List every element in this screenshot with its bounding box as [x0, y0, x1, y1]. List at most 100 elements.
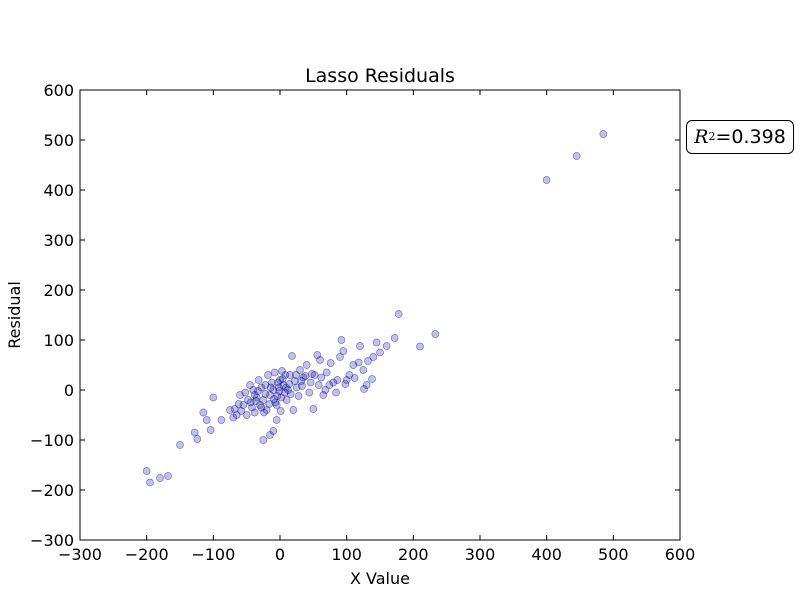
- scatter-point-84: [156, 474, 164, 482]
- scatter-point-45: [276, 376, 284, 384]
- y-tick-label-8: 500: [43, 131, 74, 150]
- scatter-point-8: [376, 348, 384, 357]
- scatter-point-91: [285, 380, 294, 388]
- scatter-point-2: [542, 176, 551, 184]
- scatter-point-6: [390, 334, 399, 342]
- scatter-point-68: [244, 396, 252, 404]
- x-tick-label-9: 600: [665, 545, 696, 564]
- scatter-point-100: [250, 391, 259, 399]
- scatter-point-25: [322, 368, 331, 377]
- scatter-point-38: [288, 352, 296, 360]
- scatter-point-48: [272, 416, 281, 424]
- scatter-point-1: [572, 152, 581, 160]
- scatter-point-11: [364, 357, 372, 365]
- scatter-point-127: [252, 397, 260, 405]
- scatter-point-53: [266, 391, 274, 399]
- x-tick-label-8: 500: [598, 545, 629, 564]
- scatter-point-10: [369, 353, 378, 361]
- scatter-point-110: [350, 374, 359, 382]
- y-tick-label-6: 300: [43, 231, 74, 250]
- scatter-point-54: [266, 431, 274, 439]
- scatter-point-119: [273, 392, 282, 400]
- scatter-point-20: [337, 336, 346, 344]
- y-tick-label-9: 600: [43, 81, 74, 100]
- scatter-point-112: [241, 388, 250, 397]
- scatter-point-32: [306, 378, 315, 387]
- plot-area-frame: [79, 89, 681, 541]
- scatter-point-93: [290, 377, 299, 385]
- scatter-point-15: [362, 381, 371, 389]
- scatter-point-65: [249, 386, 258, 394]
- x-tick-label-0: −300: [58, 545, 102, 564]
- scatter-point-79: [199, 408, 208, 417]
- scatter-point-35: [296, 366, 304, 374]
- scatter-point-52: [268, 378, 276, 387]
- y-tick-label-5: 200: [43, 281, 74, 300]
- scatter-point-95: [294, 392, 303, 400]
- x-tick-label-3: 0: [275, 545, 285, 564]
- scatter-point-74: [226, 406, 234, 414]
- y-tick-label-4: 100: [43, 331, 74, 350]
- scatter-point-115: [230, 405, 239, 413]
- scatter-point-122: [286, 390, 295, 398]
- scatter-point-39: [286, 371, 294, 379]
- scatter-point-64: [250, 408, 259, 417]
- scatter-point-23: [329, 378, 338, 387]
- scatter-point-7: [382, 342, 391, 350]
- y-tick-label-3: 0: [64, 381, 74, 400]
- scatter-point-67: [246, 381, 254, 389]
- x-tick-label-5: 200: [398, 545, 429, 564]
- r-squared-annotation: R 2 =0.398: [686, 120, 794, 154]
- scatter-point-114: [234, 400, 243, 408]
- scatter-point-69: [242, 411, 251, 419]
- scatter-point-125: [260, 408, 268, 417]
- scatter-point-98: [254, 387, 262, 395]
- scatter-point-4: [416, 342, 424, 351]
- scatter-point-83: [164, 472, 172, 480]
- scatter-point-92: [266, 383, 275, 392]
- scatter-point-22: [333, 376, 342, 384]
- y-axis: −300 −200 −100 0 100 200 300 400 500 600: [30, 81, 680, 550]
- scatter-point-12: [359, 366, 368, 374]
- scatter-point-88: [280, 388, 289, 397]
- scatter-point-56: [262, 406, 271, 414]
- scatter-point-59: [259, 436, 268, 444]
- scatter-point-58: [259, 396, 268, 404]
- scatter-point-113: [237, 407, 246, 415]
- scatter-point-62: [254, 376, 263, 384]
- y-tick-label-7: 400: [43, 181, 74, 200]
- scatter-point-13: [356, 342, 364, 350]
- scatter-point-17: [349, 361, 358, 369]
- scatter-point-66: [248, 403, 256, 412]
- scatter-point-44: [277, 393, 286, 402]
- scatter-point-81: [190, 428, 199, 437]
- scatter-point-126: [297, 377, 306, 385]
- scatter-point-120: [282, 383, 290, 392]
- scatter-point-57: [261, 381, 270, 389]
- scatter-point-106: [325, 381, 334, 389]
- scatter-point-123: [265, 400, 274, 408]
- scatter-point-124: [292, 371, 300, 379]
- scatter-point-28: [316, 356, 324, 364]
- scatter-point-107: [332, 388, 340, 397]
- scatter-point-50: [269, 386, 278, 394]
- scatter-point-33: [302, 361, 311, 369]
- x-tick-label-1: −200: [125, 545, 169, 564]
- scatter-point-103: [308, 370, 316, 378]
- scatter-point-30: [310, 371, 319, 379]
- scatter-point-89: [274, 378, 282, 387]
- y-tick-label-2: −100: [30, 431, 74, 450]
- scatter-point-51: [269, 427, 278, 435]
- scatter-point-82: [176, 441, 184, 449]
- scatter-point-24: [326, 359, 335, 367]
- scatter-points: [142, 130, 608, 487]
- scatter-point-40: [284, 386, 292, 394]
- scatter-point-85: [146, 478, 154, 487]
- scatter-point-26: [321, 386, 330, 394]
- scatter-point-21: [336, 353, 344, 361]
- scatter-point-121: [270, 395, 278, 403]
- y-axis-label: Residual: [5, 281, 24, 349]
- scatter-point-78: [202, 416, 211, 424]
- x-tick-label-2: −100: [191, 545, 235, 564]
